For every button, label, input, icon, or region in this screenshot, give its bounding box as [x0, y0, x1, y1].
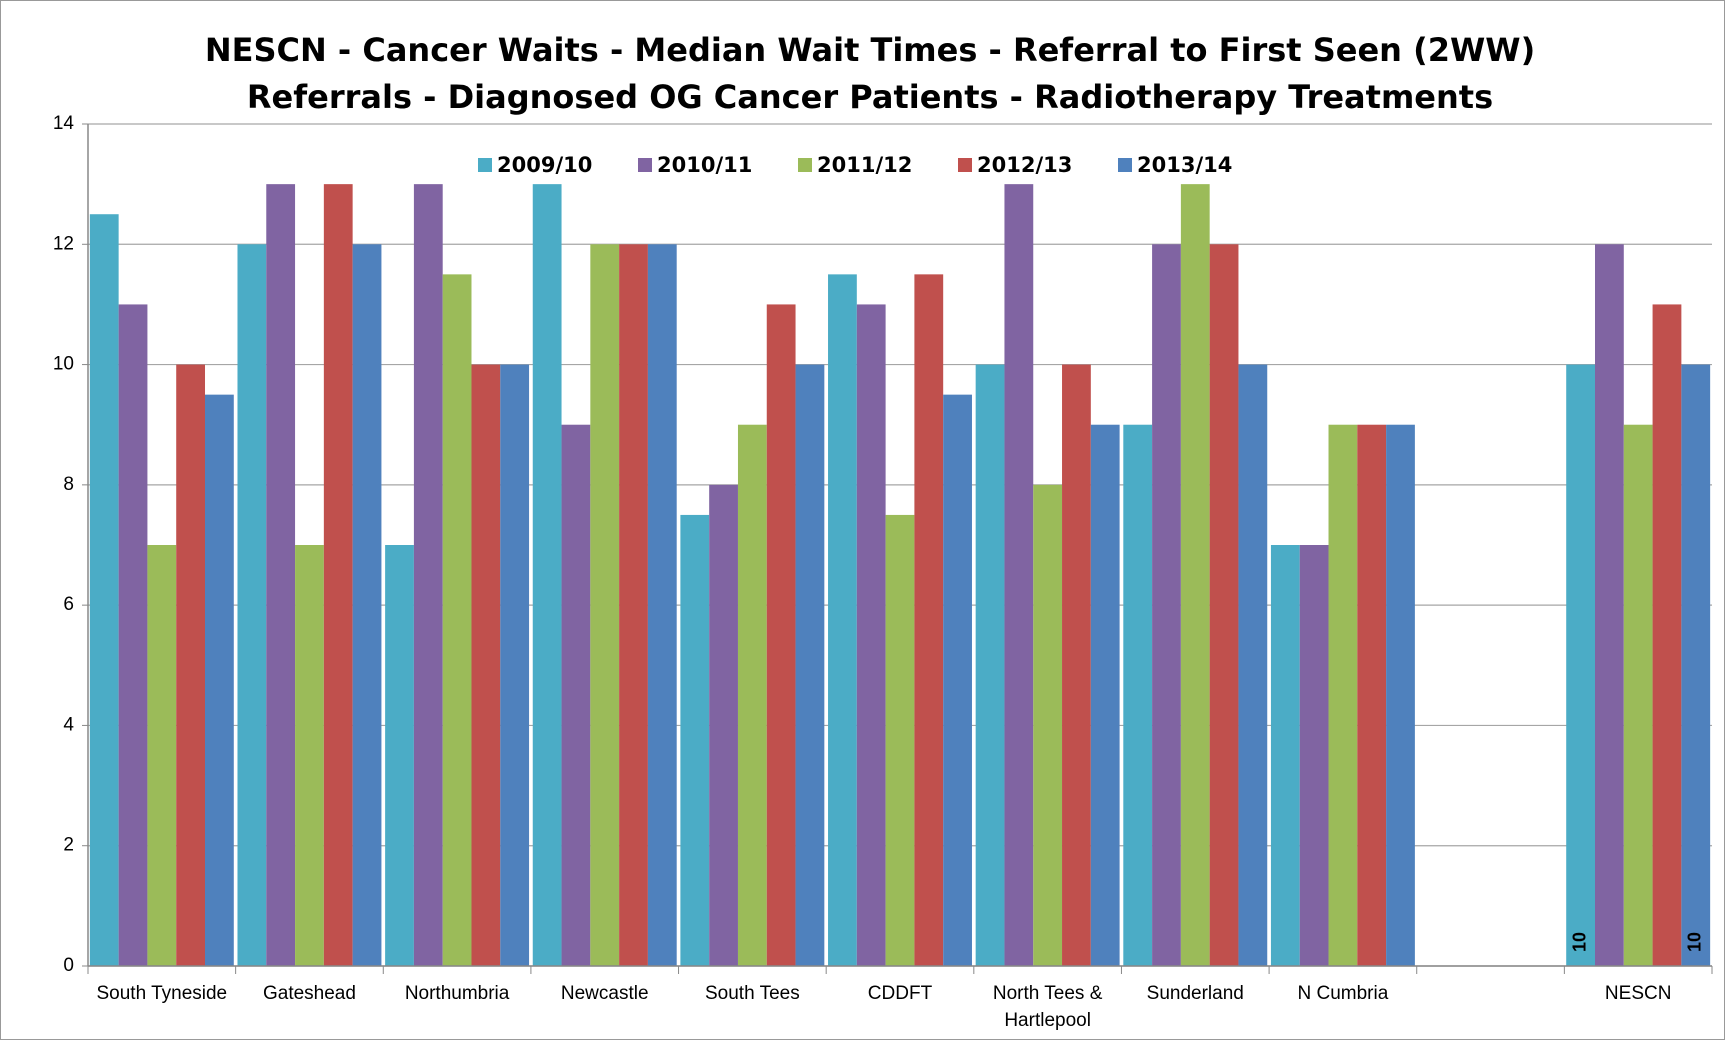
bar [680, 514, 710, 966]
legend-label: 2009/10 [497, 153, 592, 177]
legend-swatch [638, 158, 652, 172]
y-tick-label: 10 [53, 354, 74, 375]
x-tick-label: N Cumbria [1298, 983, 1389, 1004]
y-tick-label: 4 [63, 714, 74, 735]
bar [205, 394, 234, 967]
x-tick-label: South Tyneside [96, 983, 227, 1004]
bar [709, 484, 738, 966]
bar [385, 545, 414, 966]
bar [1004, 184, 1034, 967]
bar [1328, 424, 1358, 966]
bar [1357, 424, 1387, 966]
bar [885, 514, 915, 966]
y-tick-label: 14 [53, 113, 75, 134]
bar [266, 184, 296, 967]
bar [413, 184, 443, 967]
y-tick-label: 2 [63, 835, 74, 856]
bar [914, 274, 944, 966]
bar [1652, 304, 1682, 966]
bar [1594, 244, 1624, 967]
x-tick-label: North Tees & Hartlepool [993, 983, 1103, 1031]
legend-label: 2010/11 [657, 153, 752, 177]
bar [1566, 364, 1595, 967]
bar [856, 304, 886, 966]
bar [532, 184, 562, 967]
x-tick-label: Newcastle [561, 983, 649, 1004]
bar [766, 304, 796, 966]
legend-swatch [798, 158, 812, 172]
bar [471, 364, 501, 967]
data-label: 10 [1569, 932, 1589, 952]
legend-label: 2011/12 [817, 153, 912, 177]
bar [147, 545, 177, 966]
bar [1209, 244, 1239, 967]
data-label: 10 [1685, 932, 1705, 952]
bar [619, 244, 648, 967]
bar [500, 364, 530, 967]
bar [442, 274, 472, 966]
legend-swatch [1118, 158, 1132, 172]
chart-title: Referrals - Diagnosed OG Cancer Patients… [247, 78, 1493, 116]
x-tick-label: Sunderland [1147, 983, 1244, 1004]
bar [1623, 424, 1653, 966]
bar [1090, 424, 1120, 966]
bar [1033, 484, 1063, 966]
legend-swatch [958, 158, 972, 172]
bar [1681, 364, 1711, 967]
legend-swatch [478, 158, 492, 172]
y-tick-label: 0 [63, 955, 74, 976]
bar [561, 424, 591, 966]
chart-title: NESCN - Cancer Waits - Median Wait Times… [205, 31, 1535, 69]
bar [1152, 244, 1181, 967]
y-tick-label: 6 [63, 594, 74, 615]
bar [237, 244, 267, 967]
y-tick-label: 8 [63, 474, 74, 495]
y-tick-label: 12 [53, 233, 74, 254]
bar [647, 244, 677, 967]
bar [352, 244, 382, 967]
bar [323, 184, 353, 967]
bar [176, 364, 206, 967]
x-tick-label: Northumbria [405, 983, 510, 1004]
bar [828, 274, 857, 966]
bar [943, 394, 972, 967]
bar [295, 545, 324, 966]
x-tick-label: South Tees [705, 983, 800, 1004]
bar [1238, 364, 1268, 967]
legend-label: 2013/14 [1137, 153, 1232, 177]
bar [118, 304, 148, 966]
legend-label: 2012/13 [977, 153, 1072, 177]
x-tick-label: NESCN [1605, 983, 1672, 1004]
x-tick-label: CDDFT [868, 983, 933, 1004]
x-tick-label: Gateshead [263, 983, 356, 1004]
bar [795, 364, 825, 967]
bar [975, 364, 1005, 967]
bar [89, 214, 119, 966]
bar [1299, 545, 1329, 966]
bar [1180, 184, 1210, 967]
bar [590, 244, 620, 967]
bar [1270, 545, 1300, 966]
bar [737, 424, 767, 966]
bar [1123, 424, 1153, 966]
bar [1386, 424, 1415, 966]
bar [1062, 364, 1091, 967]
